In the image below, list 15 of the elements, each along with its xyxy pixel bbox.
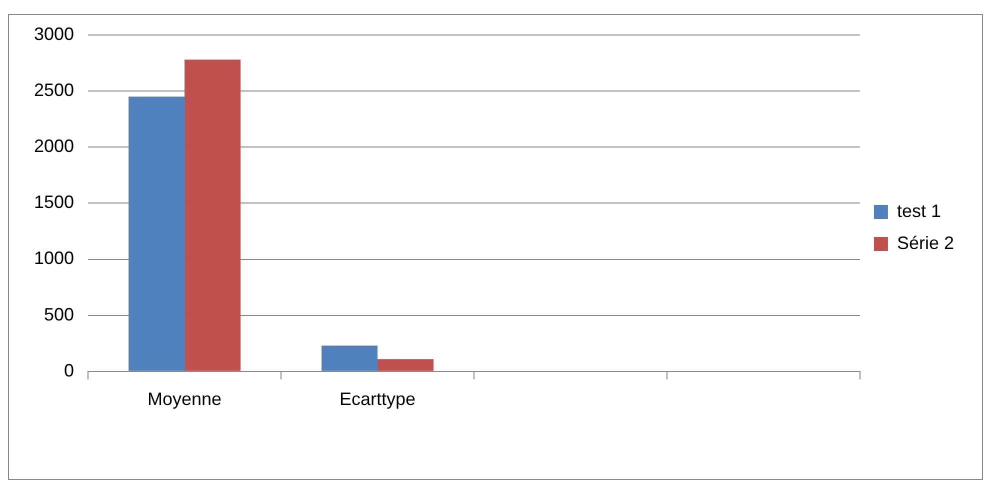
y-tick-label: 500 <box>44 304 74 324</box>
y-tick-label: 1000 <box>34 248 74 268</box>
bar <box>322 346 378 371</box>
bar <box>378 359 434 371</box>
y-tick-label: 1500 <box>34 192 74 212</box>
y-tick-label: 3000 <box>34 24 74 44</box>
bar <box>128 96 185 371</box>
bar <box>184 60 240 371</box>
y-tick-label: 2000 <box>34 136 74 156</box>
x-tick-label: Ecarttype <box>339 389 416 410</box>
y-tick-label: 0 <box>64 360 74 380</box>
legend-label: test 1 <box>896 200 941 221</box>
y-tick-label: 2500 <box>34 80 74 100</box>
legend-label: Série 2 <box>896 232 954 253</box>
x-tick-label: Moyenne <box>148 389 222 410</box>
